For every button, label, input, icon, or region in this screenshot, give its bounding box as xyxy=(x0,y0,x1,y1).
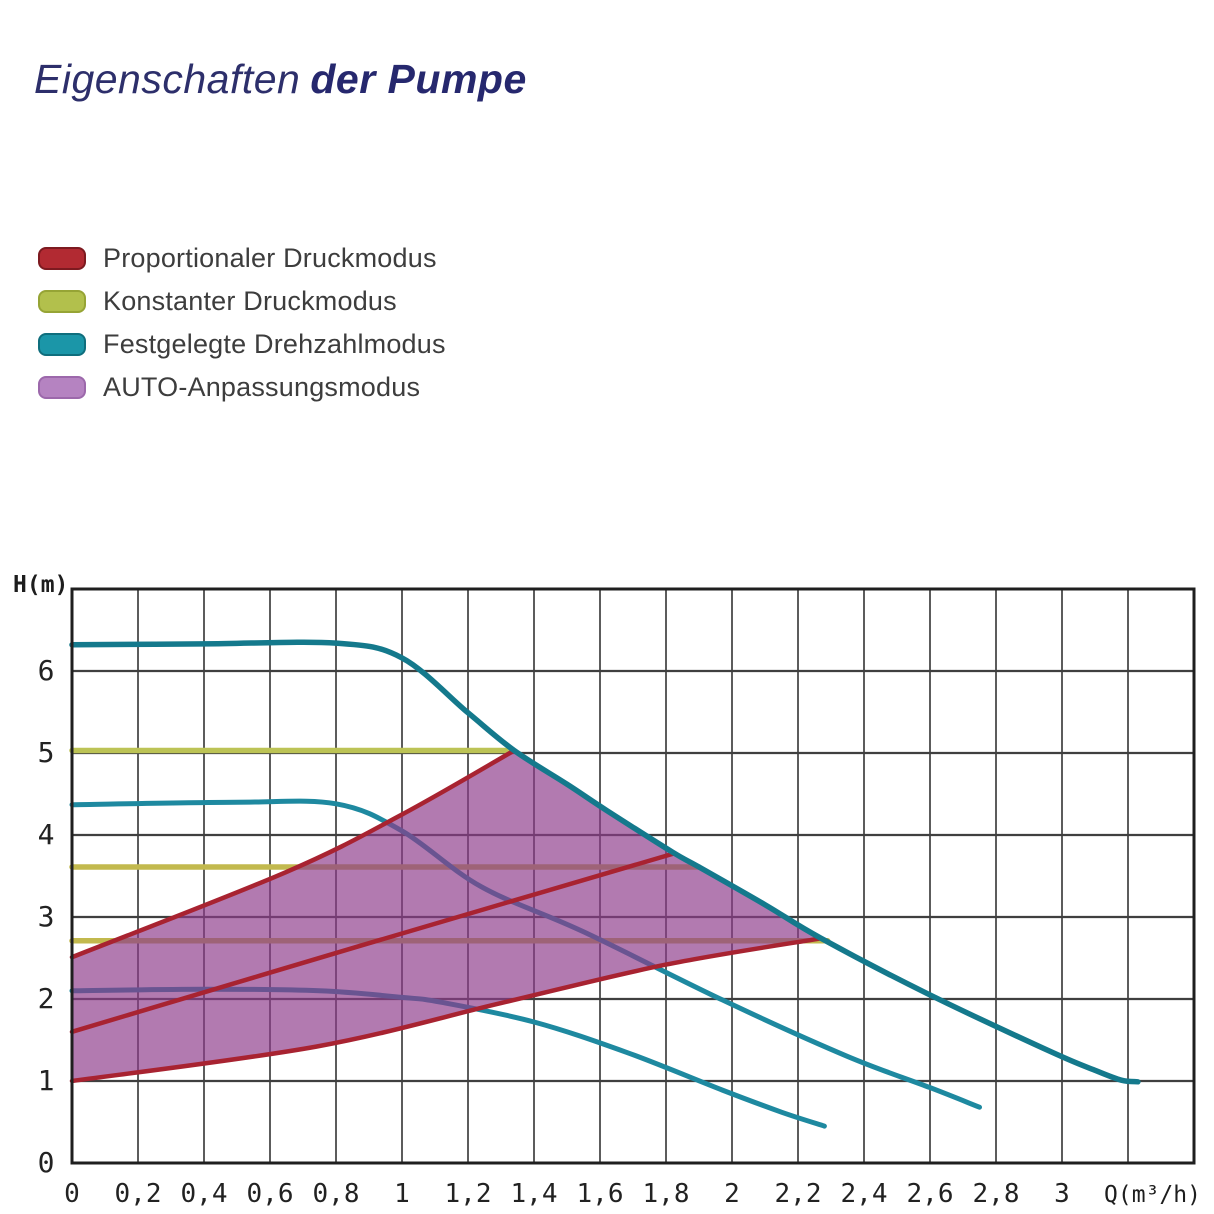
x-tick-label: 1 xyxy=(394,1179,410,1209)
legend-swatch-fixed-speed xyxy=(38,333,86,356)
x-tick-label: 0,6 xyxy=(247,1179,294,1209)
curve-fixed_speed_top xyxy=(69,639,1141,1085)
legend-item-fixed-speed: Festgelegte Drehzahlmodus xyxy=(38,323,446,366)
x-tick-label: 2,8 xyxy=(973,1179,1020,1209)
curve-proportional_pressure xyxy=(69,748,517,960)
x-tick-label: 2,4 xyxy=(841,1179,888,1209)
y-tick-label: 5 xyxy=(38,736,55,769)
plot-frame xyxy=(70,587,1196,1165)
y-tick-label: 4 xyxy=(38,818,55,851)
legend-item-proportional: Proportionaler Druckmodus xyxy=(38,237,446,280)
auto-adapt-area xyxy=(72,750,822,1081)
page-title-light: Eigenschaften xyxy=(34,56,301,102)
x-tick-label: 1,2 xyxy=(445,1179,492,1209)
x-tick-label: 3 xyxy=(1054,1179,1070,1209)
x-tick-label: 1,8 xyxy=(643,1179,690,1209)
y-tick-label: 1 xyxy=(38,1064,55,1097)
legend-swatch-constant xyxy=(38,290,86,313)
x-tick-label: 0 xyxy=(64,1179,80,1209)
legend-label-fixed-speed: Festgelegte Drehzahlmodus xyxy=(103,329,446,359)
curve-proportional_pressure xyxy=(69,851,675,1035)
legend-swatch-auto xyxy=(38,376,86,399)
x-tick-label: 1,4 xyxy=(511,1179,558,1209)
y-tick-label: 2 xyxy=(38,982,55,1015)
legend-label-auto: AUTO-Anpassungsmodus xyxy=(103,372,421,402)
chart-curves-over xyxy=(69,639,1141,1085)
curve-proportional_pressure xyxy=(69,936,824,1084)
page-title: Eigenschaften der Pumpe xyxy=(34,56,527,103)
legend-label-proportional: Proportionaler Druckmodus xyxy=(103,243,437,273)
y-tick-label: 6 xyxy=(38,654,55,687)
x-tick-label: 2,6 xyxy=(907,1179,954,1209)
x-axis-title: Q(m³/h) xyxy=(1104,1182,1201,1208)
legend-swatch-proportional xyxy=(38,247,86,270)
auto-adapt-region xyxy=(72,750,822,1081)
legend-item-auto: AUTO-Anpassungsmodus xyxy=(38,366,446,409)
x-tick-label: 2 xyxy=(724,1179,740,1209)
x-tick-label: 2,2 xyxy=(775,1179,822,1209)
y-tick-label: 0 xyxy=(38,1146,55,1179)
chart-frame xyxy=(70,587,1196,1165)
y-axis-title: H(m) xyxy=(13,572,68,598)
legend-item-constant: Konstanter Druckmodus xyxy=(38,280,446,323)
chart-axis-labels: 0 0,2 0,4 0,6 0,8 1 1,2 1,4 1,6 1,8 2 2,2 2,4 2,6 2,8 3… xyxy=(13,572,1201,1209)
x-tick-label: 0,4 xyxy=(181,1179,228,1209)
page-title-bold: der Pumpe xyxy=(310,56,527,102)
x-tick-label: 0,2 xyxy=(115,1179,162,1209)
x-tick-label: 1,6 xyxy=(577,1179,624,1209)
y-tick-label: 3 xyxy=(38,900,55,933)
chart-legend: Proportionaler Druckmodus Konstanter Dru… xyxy=(38,237,446,409)
x-tick-label: 0,8 xyxy=(313,1179,360,1209)
legend-label-constant: Konstanter Druckmodus xyxy=(103,286,397,316)
